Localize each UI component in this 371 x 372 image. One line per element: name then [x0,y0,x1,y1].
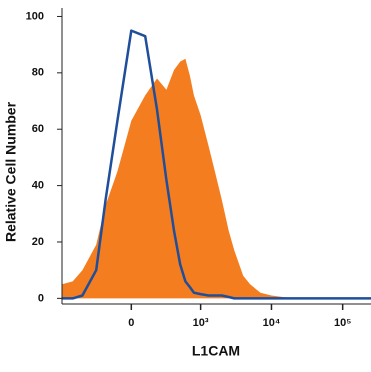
x-tick-label: 10³ [193,317,209,329]
y-tick-label: 20 [32,236,44,248]
histogram-line [62,29,371,300]
x-axis-title: L1CAM [192,343,240,359]
y-tick-label: 60 [32,123,44,135]
x-tick-label: 10⁴ [263,317,281,329]
y-tick-label: 40 [32,180,44,192]
y-axis-title: Relative Cell Number [3,101,19,242]
x-tick-label: 0 [128,317,134,329]
y-tick-label: 100 [26,10,44,22]
x-tick-label: 10⁵ [334,317,351,329]
y-tick-label: 80 [32,67,44,79]
histogram-area [62,58,371,299]
y-tick-label: 0 [38,292,44,304]
